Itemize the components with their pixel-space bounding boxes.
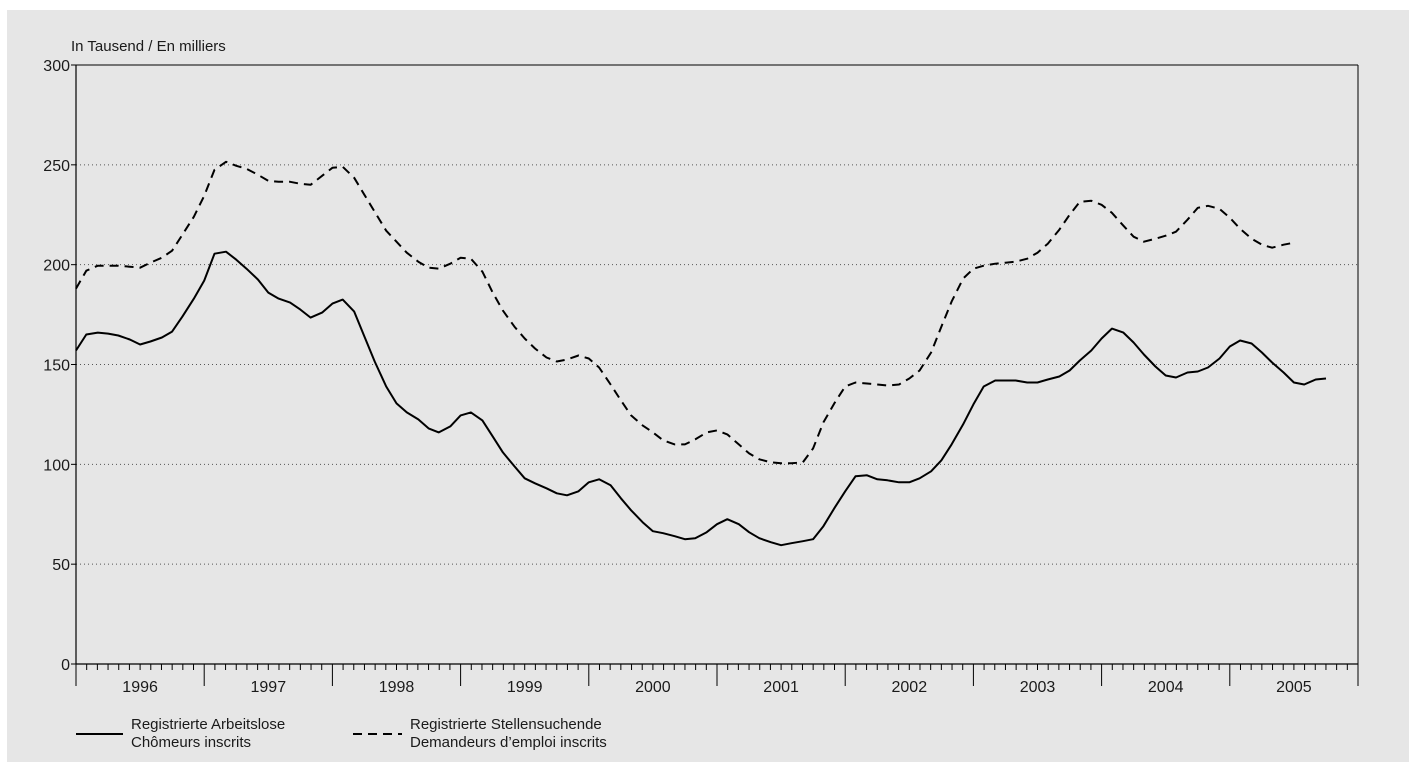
x-year-label: 1999 <box>507 679 543 696</box>
y-tick-label: 100 <box>43 457 70 474</box>
y-tick-label: 150 <box>43 358 70 375</box>
x-year-labels: 1996 1997 1998 1999 2000 2001 2002 2003 2004 2005 <box>122 679 1311 696</box>
y-tick-label: 300 <box>43 58 70 75</box>
series-line-arbeitslose <box>75 250 1327 547</box>
gridlines <box>76 164 1358 565</box>
x-year-label: 2000 <box>635 679 671 696</box>
y-unit-label: In Tausend / En milliers <box>71 38 226 55</box>
y-tick-label: 200 <box>43 258 70 275</box>
y-tick-label: 0 <box>61 657 70 674</box>
series-line-stellensuchende <box>75 160 1295 465</box>
legend-item-stellensuchende: Registrierte Stellensuchende Demandeurs … <box>353 716 607 751</box>
x-year-label: 2003 <box>1020 679 1056 696</box>
legend-label-fr: Chômeurs inscrits <box>131 734 251 751</box>
legend: Registrierte Arbeitslose Chômeurs inscri… <box>76 716 607 751</box>
x-year-label: 2001 <box>763 679 799 696</box>
x-year-label: 1997 <box>251 679 287 696</box>
line-chart: 0 50 100 150 200 250 300 1996 1997 1998 1999 2000 2… <box>43 38 1359 751</box>
x-year-label: 1996 <box>122 679 158 696</box>
y-tick-labels: 0 50 100 150 200 250 300 <box>43 58 70 674</box>
axes <box>71 64 1359 686</box>
y-tick-label: 50 <box>52 557 70 574</box>
x-year-label: 2002 <box>892 679 928 696</box>
x-year-label: 2005 <box>1276 679 1312 696</box>
chart-figure: 0 50 100 150 200 250 300 1996 1997 1998 1999 2000 2… <box>7 10 1409 762</box>
legend-label-de: Registrierte Stellensuchende <box>410 716 602 733</box>
series-lines <box>75 160 1327 547</box>
y-tick-label: 250 <box>43 158 70 175</box>
x-year-label: 1998 <box>379 679 415 696</box>
legend-label-de: Registrierte Arbeitslose <box>131 716 285 733</box>
legend-label-fr: Demandeurs d’emploi inscrits <box>410 734 607 751</box>
legend-item-arbeitslose: Registrierte Arbeitslose Chômeurs inscri… <box>76 716 285 751</box>
x-year-label: 2004 <box>1148 679 1184 696</box>
